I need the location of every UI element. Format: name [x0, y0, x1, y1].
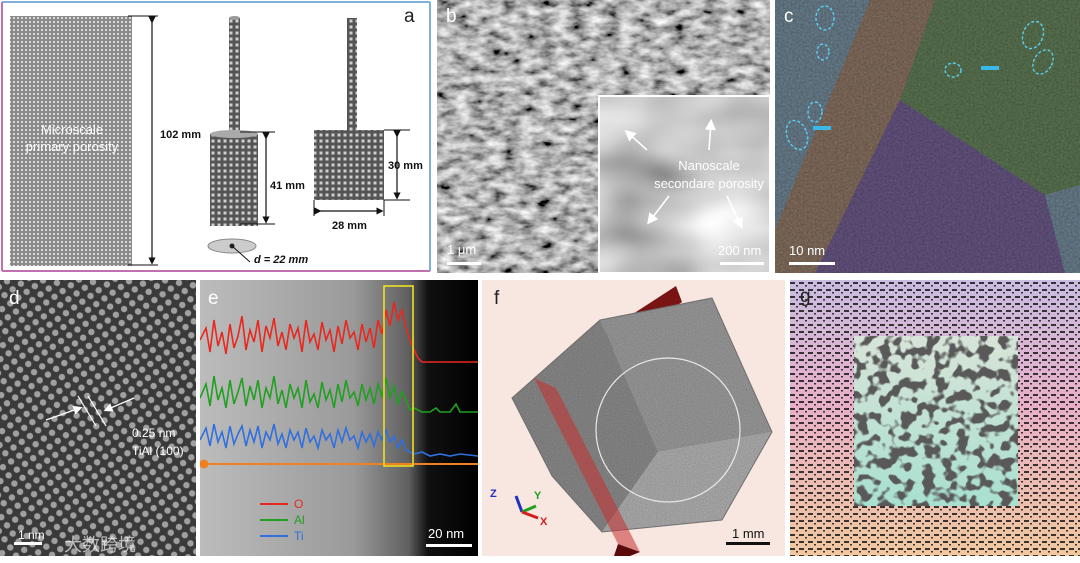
scale-bar-200nm: 200 nm — [718, 243, 762, 258]
axis-x: X — [540, 516, 548, 528]
panel-a: Microscale primary porosity 102 mm 41 mm… — [0, 0, 432, 273]
dim-30mm: 30 mm — [388, 160, 423, 172]
panel-g-pore-map — [790, 280, 1080, 556]
panel-label-d: d — [9, 288, 20, 309]
dim-41mm: 41 mm — [270, 180, 305, 192]
axis-y: Y — [534, 490, 542, 502]
panel-f-ct — [511, 286, 773, 556]
panel-c: 10 nm c — [775, 0, 1080, 273]
large-lattice — [10, 16, 132, 266]
panel-e-eds — [200, 280, 478, 556]
panel-label-a: a — [404, 6, 415, 27]
panel-f: Z Y X 1 mm f — [482, 280, 785, 556]
panel-g: g — [790, 280, 1080, 556]
watermark: 大数跨境 — [64, 535, 136, 556]
scale-bar-10nm: 10 nm — [789, 243, 826, 258]
dim-diameter: d = 22 mm — [254, 254, 309, 266]
legend-o: O — [294, 497, 304, 511]
panel-a-graphic — [1, 1, 431, 272]
panel-b-sem — [437, 0, 770, 273]
dim-28mm: 28 mm — [332, 220, 367, 232]
profile-al — [200, 375, 478, 413]
panel-d-hrtem — [0, 280, 196, 556]
panel-c-tem — [775, 0, 1080, 273]
legend-ti: Ti — [294, 529, 304, 543]
panel-e: O Al Ti 20 nm e — [200, 280, 478, 556]
dim-102mm: 102 mm — [160, 129, 201, 141]
scale-bar-1um: 1 μm — [447, 242, 477, 257]
panel-label-b: b — [446, 6, 457, 27]
scale-bar-1mm: 1 mm — [732, 526, 765, 541]
lattice-spacing: 0.25 nm — [132, 426, 176, 440]
scale-bar-20nm: 20 nm — [428, 526, 465, 541]
panel-b: Nanoscale secondare porosity 1 μm 200 nm… — [437, 0, 770, 273]
panel-label-f: f — [494, 288, 500, 309]
axis-z: Z — [490, 488, 497, 500]
roi-circle — [595, 357, 741, 503]
panel-d: 0.25 nm TiAl (100) 1 nm 大数跨境 d — [0, 280, 196, 556]
lattice-plane: TiAl (100) — [132, 444, 184, 458]
profile-ti — [200, 423, 478, 457]
cube-lattice — [314, 130, 384, 200]
panel-label-g: g — [800, 286, 811, 307]
cylinder-lattice — [210, 134, 258, 226]
legend-al: Al — [294, 513, 305, 527]
panel-label-e: e — [208, 288, 219, 309]
inset-caption: Nanoscale secondare porosity — [654, 158, 764, 191]
scan-box — [383, 285, 414, 467]
primary-porosity-label: Microscale primary porosity — [25, 122, 119, 154]
scale-bar-1nm: 1 nm — [18, 528, 45, 542]
section-plane — [534, 378, 640, 552]
panel-label-c: c — [784, 6, 794, 27]
profile-o — [200, 301, 478, 363]
